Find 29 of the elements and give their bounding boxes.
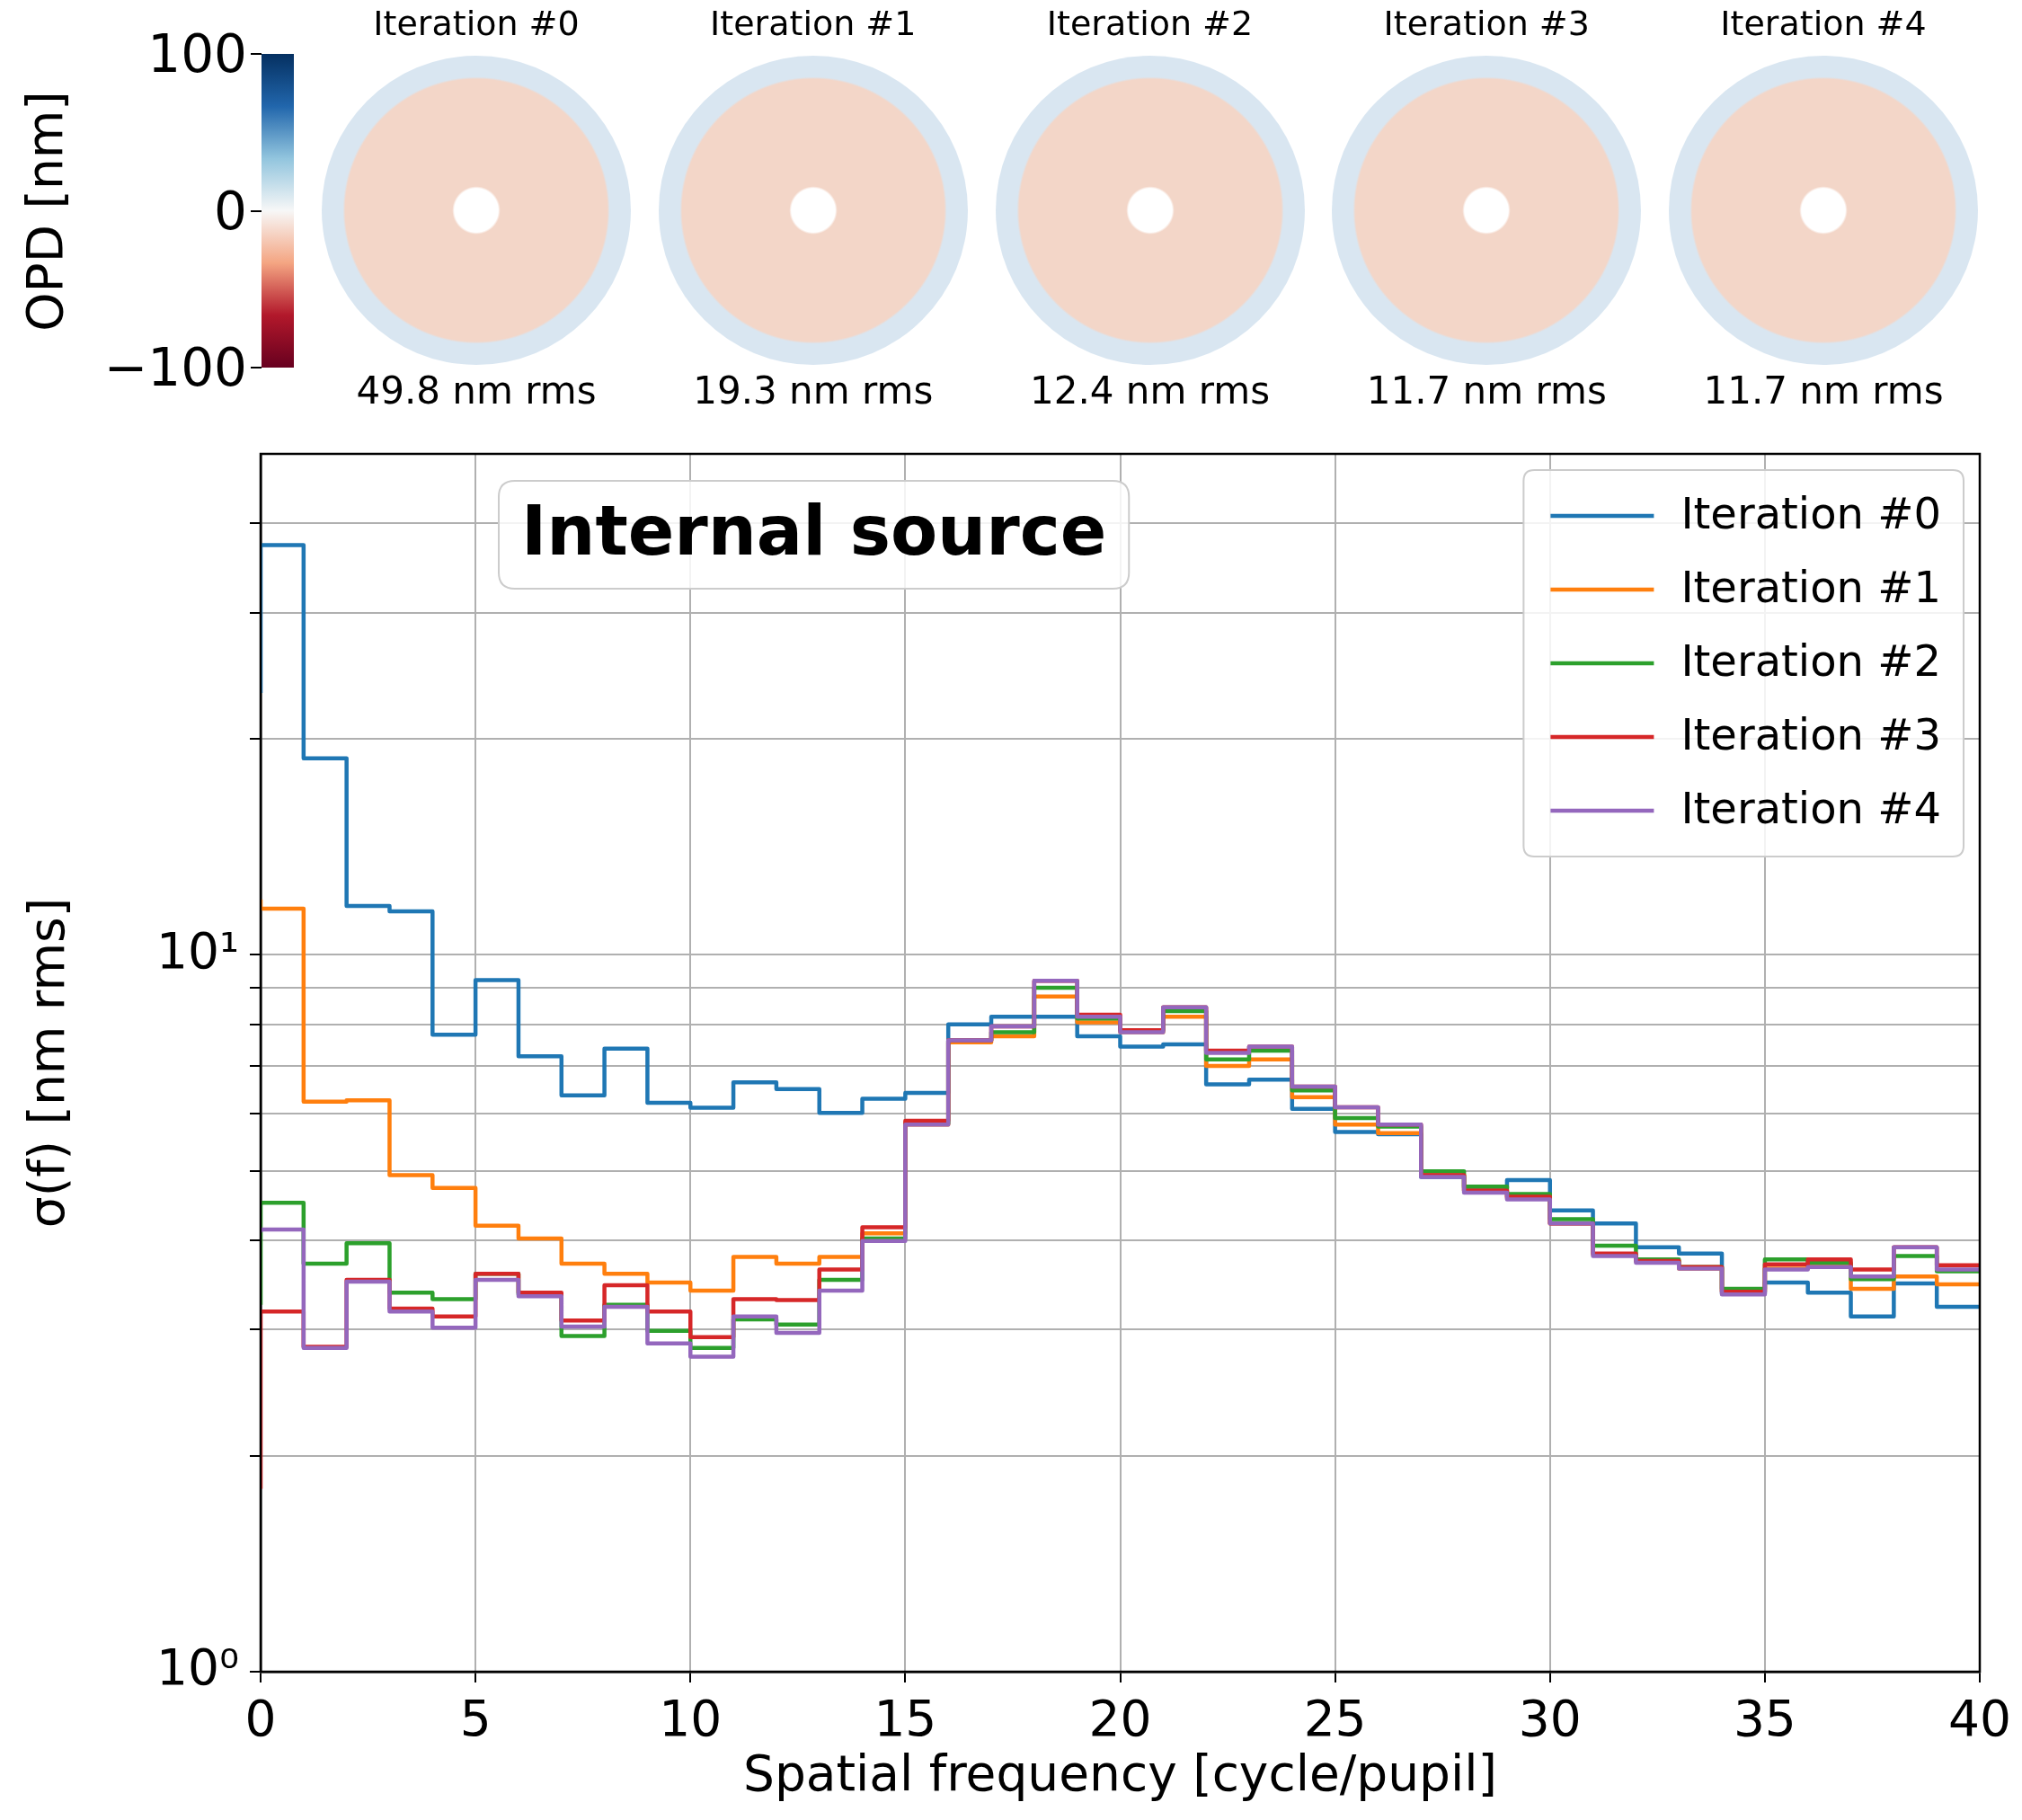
legend-label: Iteration #0 <box>1681 488 1942 539</box>
x-tick-label: 10 <box>659 1690 723 1748</box>
category-label: Iteration #1 <box>709 4 918 43</box>
text: 11.7 nm rms <box>1702 368 1945 413</box>
x-tick-label: 35 <box>1733 1690 1796 1748</box>
legend-label: Iteration #3 <box>1681 709 1942 760</box>
y-axis-title: σ(f) [nm rms] <box>18 897 76 1229</box>
x-tick-label: 40 <box>1948 1690 2012 1748</box>
x-tick-label: 0 <box>244 1690 277 1748</box>
x-tick-label: 30 <box>1518 1690 1582 1748</box>
category-label: Iteration #3 <box>1382 4 1591 43</box>
category-label: −100 <box>103 337 247 398</box>
legend-label: Iteration #1 <box>1681 562 1942 613</box>
text: 19.3 nm rms <box>692 368 935 413</box>
y-tick-label: 10⁰ <box>155 1638 239 1697</box>
category-label: 0 <box>214 180 247 242</box>
category-label: Iteration #2 <box>1045 4 1255 43</box>
text: 49.8 nm rms <box>355 368 598 413</box>
text: 12.4 nm rms <box>1028 368 1272 413</box>
category-label: Iteration #4 <box>1719 4 1928 43</box>
category-label: Iteration #0 <box>372 4 581 43</box>
text: 11.7 nm rms <box>1365 368 1608 413</box>
legend-label: Iteration #2 <box>1681 635 1942 687</box>
text: Internal source <box>521 490 1107 571</box>
x-tick-label: 5 <box>459 1690 492 1748</box>
color-bar-title: OPD [nm] <box>16 90 74 332</box>
y-tick-label: 10¹ <box>155 921 239 980</box>
legend-label: Iteration #4 <box>1681 783 1942 834</box>
category-label: 100 <box>147 23 247 84</box>
